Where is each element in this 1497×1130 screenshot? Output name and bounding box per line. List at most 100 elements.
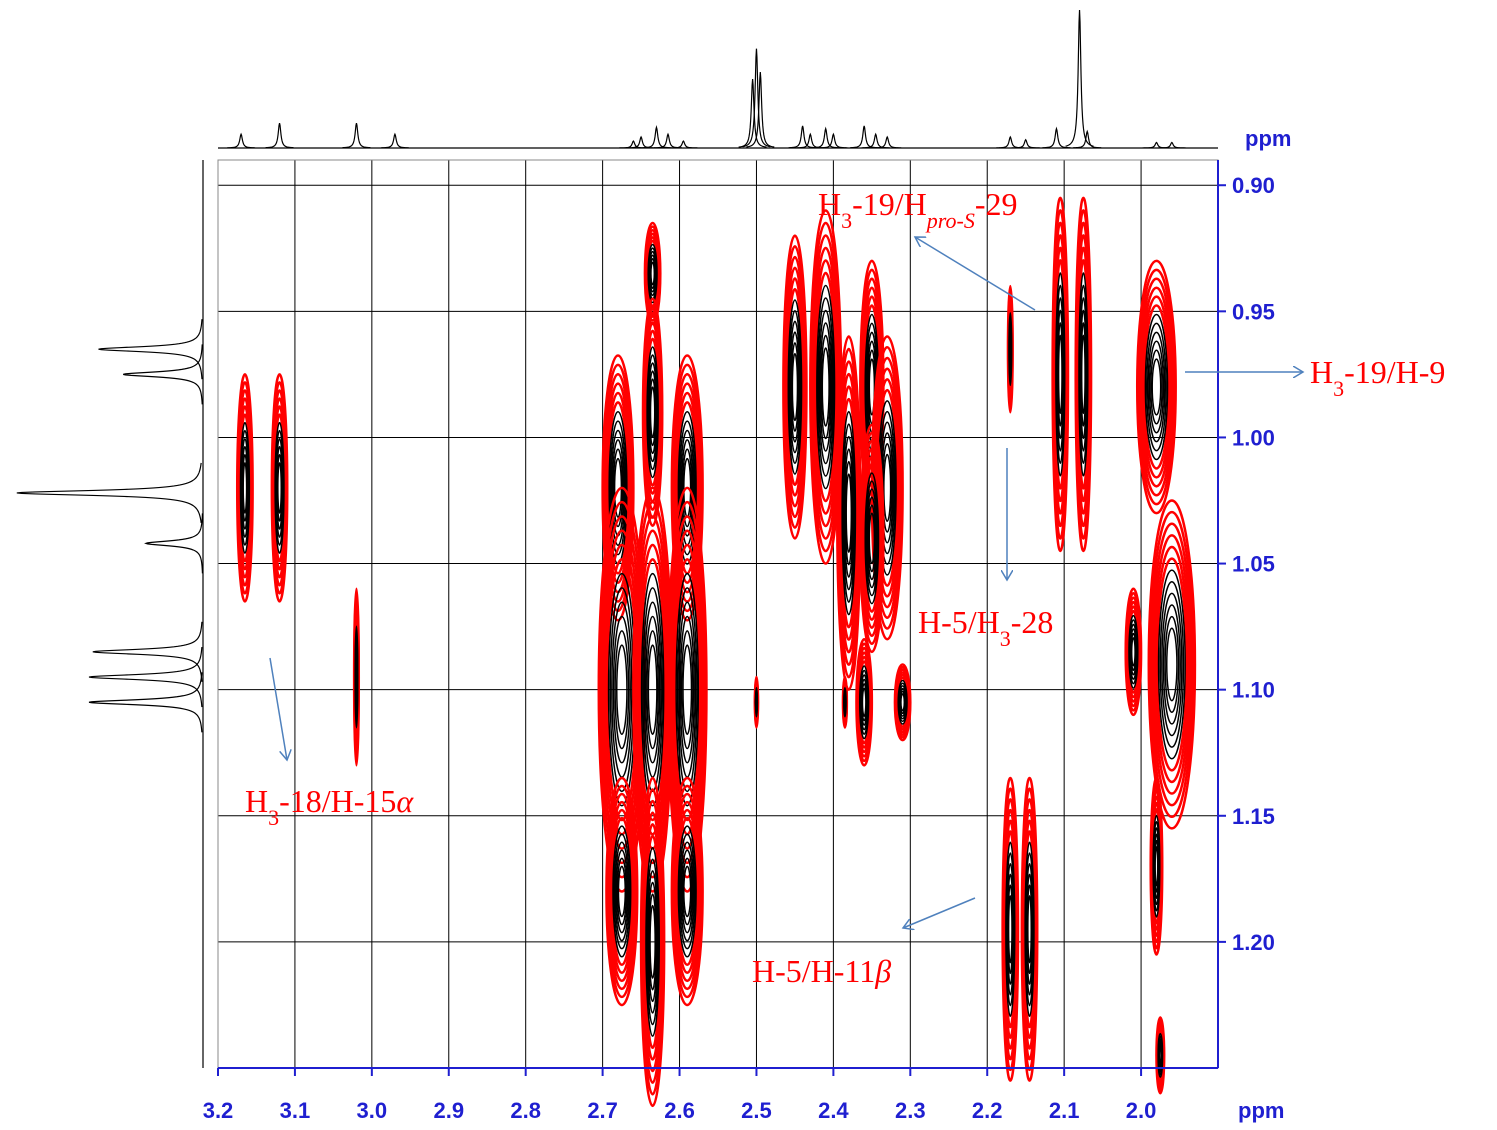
projection-peak (627, 135, 656, 149)
cross-peak (835, 335, 862, 691)
cross-peak (270, 373, 289, 603)
cross-peak (1147, 499, 1197, 830)
contour-ring (821, 347, 830, 427)
contour-ring (679, 615, 695, 764)
cross-peak (841, 675, 849, 729)
x-axis-label: ppm (1238, 1098, 1284, 1123)
contour-ring (844, 460, 853, 566)
contour-ring (814, 271, 837, 503)
cross-peak (1051, 196, 1070, 553)
y-tick-label: 0.95 (1232, 299, 1275, 324)
contour-ring (1140, 286, 1173, 488)
projection-peak (98, 319, 203, 380)
contour-ring (1057, 334, 1063, 415)
contour-ring (867, 504, 876, 573)
projection-peak (642, 125, 671, 149)
contour-ring (615, 849, 629, 934)
contour-ring (1146, 322, 1167, 452)
contour-ring (242, 462, 248, 514)
cross-peak (859, 423, 885, 654)
contour-ring (606, 401, 630, 575)
contour-ring (868, 358, 876, 416)
contour-ring (646, 870, 659, 1014)
contour-ring (864, 472, 880, 605)
contour-ring (1080, 334, 1086, 415)
contour-ring (646, 858, 660, 1026)
x-tick-label: 2.4 (818, 1098, 849, 1123)
annotation-part: -29 (975, 186, 1018, 222)
projection-peak (88, 672, 203, 733)
contour-ring (649, 904, 656, 979)
projection-peak (873, 135, 902, 149)
annotation: H-5/H3-28 (918, 604, 1053, 651)
projection-peak (1042, 126, 1071, 149)
contour-ring (786, 288, 804, 486)
projection-peak (227, 132, 256, 149)
x-tick-label: 2.8 (510, 1098, 541, 1123)
contour-ring (675, 572, 700, 807)
x-tick-label: 2.1 (1049, 1098, 1080, 1123)
projection-peak (742, 48, 771, 148)
contour-ring (612, 825, 632, 958)
x-tick-label: 3.2 (203, 1098, 234, 1123)
contour-ring (680, 630, 694, 750)
contour-ring (1155, 557, 1189, 772)
contour-ring (1161, 592, 1183, 737)
annotation-part: -28 (1011, 604, 1054, 640)
contour-ring (616, 644, 628, 735)
x-tick-label: 2.3 (895, 1098, 926, 1123)
projection-peak (746, 72, 775, 148)
contour-ring (1138, 277, 1175, 497)
projection-peak (861, 132, 890, 149)
contour-ring (1149, 510, 1195, 819)
contour-ring (1158, 1046, 1162, 1065)
contour-ring (613, 833, 631, 950)
contour-ring (643, 834, 662, 1050)
projection-peak (92, 621, 203, 682)
contour-ring (1007, 895, 1013, 964)
contour-ring (1135, 259, 1177, 515)
contour-ring (683, 865, 692, 918)
y-tick-label: 0.90 (1232, 173, 1275, 198)
contour-ring (609, 420, 627, 556)
contour-ring (647, 644, 658, 735)
contour-ring (680, 439, 694, 537)
contour-ring (791, 352, 799, 422)
arrow (903, 897, 976, 928)
contour-ring (788, 309, 802, 465)
contour-ring (677, 825, 697, 958)
cross-peak (893, 663, 912, 742)
projection-peak (1065, 9, 1094, 147)
contour-ring (843, 448, 854, 578)
contour-ring (678, 420, 696, 556)
y-tick-label: 1.20 (1232, 930, 1275, 955)
contour-ring (900, 693, 906, 712)
annotation-part: H-5/H (918, 604, 1000, 640)
contour-ring (1152, 534, 1192, 795)
annotation: H3-19/H-9 (1310, 354, 1445, 401)
contour-ring (883, 453, 892, 523)
contour-ring (616, 857, 628, 926)
cross-peak (1124, 587, 1143, 717)
projection-peak (16, 462, 202, 524)
projection-peak (265, 123, 294, 149)
contour-ring (650, 261, 656, 286)
contour-ring (845, 473, 853, 553)
contour-ring (843, 435, 855, 591)
contour-ring (865, 480, 879, 597)
contour-ring (647, 881, 658, 1003)
annotation-part: α (396, 783, 414, 819)
contour-ring (843, 695, 847, 709)
annotation-part: H (1310, 354, 1333, 390)
contour-ring (1142, 304, 1171, 470)
contour-ring (1154, 845, 1159, 887)
contour-ring (638, 558, 667, 822)
projection-peak (1157, 141, 1186, 149)
contour-ring (790, 342, 800, 432)
y-axis-label: ppm (1245, 126, 1291, 151)
cross-peak (809, 209, 843, 565)
x-tick-label: 2.7 (587, 1098, 618, 1123)
contour-ring (610, 816, 634, 966)
cross-peak (641, 297, 664, 527)
